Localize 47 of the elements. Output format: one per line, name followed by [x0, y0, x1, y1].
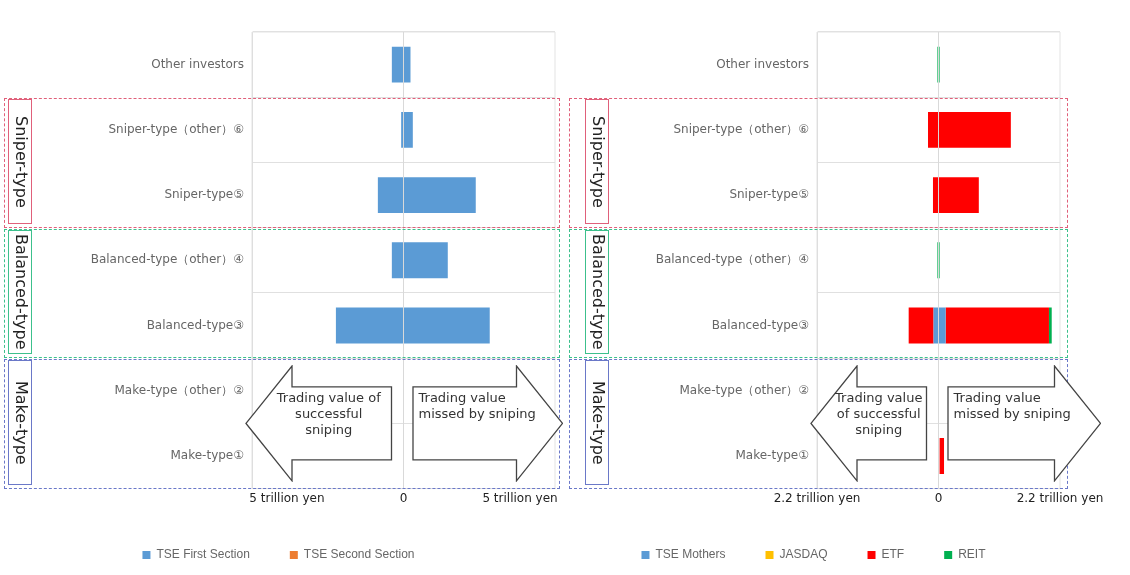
y-tick-label: Sniper-type（other）⑥	[673, 121, 809, 136]
bar	[945, 307, 1049, 344]
x-tick-label: 0	[399, 490, 408, 505]
legend-label: TSE First Section	[156, 547, 250, 562]
x-tick-label: 2.2 trillion yen	[1016, 490, 1104, 505]
annotation: Trading value of successful sniping	[835, 389, 923, 438]
x-tick-label: 0	[934, 490, 943, 505]
text: Make-type	[585, 360, 609, 485]
y-tick-label: Other investors	[716, 56, 809, 71]
legend-label: ETF	[881, 547, 905, 562]
y-tick-label: Make-type①	[735, 448, 809, 463]
bar	[928, 111, 1011, 148]
text: Balanced-type	[8, 229, 32, 355]
y-tick-label: Sniper-type⑤	[729, 187, 809, 202]
y-tick-label: Balanced-type（other）④	[90, 252, 244, 267]
y-tick-label: Make-type（other）②	[679, 382, 809, 397]
legend-label: JASDAQ	[779, 547, 828, 562]
y-tick-label: Make-type①	[170, 448, 244, 463]
bar	[377, 177, 476, 214]
legend-label: TSE Mothers	[655, 547, 726, 562]
text: Sniper-type	[8, 99, 32, 224]
bar	[335, 307, 490, 344]
y-tick-label: Balanced-type（other）④	[655, 252, 809, 267]
legend-label: TSE Second Section	[303, 547, 415, 562]
y-tick-label: Make-type（other）②	[114, 382, 244, 397]
text: Balanced-type	[585, 229, 609, 355]
text: Sniper-type	[585, 99, 609, 224]
y-tick-label: Sniper-type⑤	[164, 187, 244, 202]
bar	[391, 46, 411, 83]
x-tick-label: 5 trillion yen	[249, 490, 325, 505]
annotation: Trading value missed by sniping	[418, 389, 537, 422]
bar	[939, 438, 945, 474]
legend-label: REIT	[958, 547, 987, 562]
bar	[391, 242, 448, 279]
bar	[401, 111, 413, 148]
annotation: Trading value missed by sniping	[953, 389, 1072, 422]
x-tick-label: 2.2 trillion yen	[773, 490, 861, 505]
bar	[932, 177, 979, 214]
y-tick-label: Other investors	[151, 56, 244, 71]
y-tick-label: Balanced-type③	[711, 317, 809, 332]
annotation: Trading value of successful sniping	[275, 389, 382, 438]
bar	[1048, 307, 1052, 344]
x-tick-label: 5 trillion yen	[482, 490, 558, 505]
y-tick-label: Balanced-type③	[146, 317, 244, 332]
text: Make-type	[8, 360, 32, 485]
y-tick-label: Sniper-type（other）⑥	[108, 121, 244, 136]
bar	[908, 307, 934, 344]
